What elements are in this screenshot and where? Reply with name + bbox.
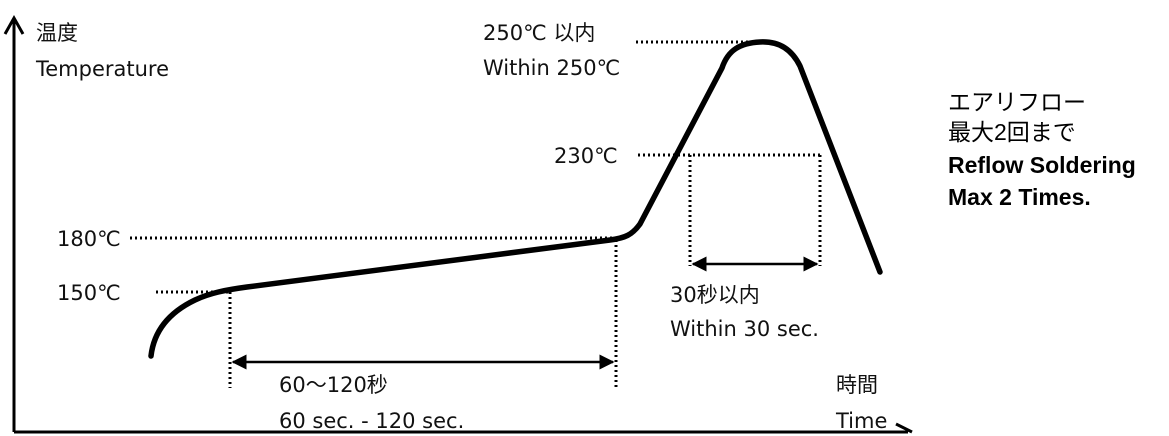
x-axis-label-en: Time bbox=[835, 409, 887, 433]
y-axis-label-ja: 温度 bbox=[36, 21, 78, 45]
x-axis-label-ja: 時間 bbox=[836, 373, 878, 397]
temperature-profile-curve bbox=[148, 39, 883, 359]
note-line-4: Max 2 Times. bbox=[948, 184, 1091, 210]
peak-duration-ja: 30秒以内 bbox=[670, 283, 760, 307]
note-line-1: エアリフロー bbox=[948, 89, 1086, 115]
preheat-duration-en: 60 sec. - 120 sec. bbox=[279, 409, 464, 433]
note-line-2: 最大2回まで bbox=[948, 119, 1076, 145]
x-axis-arrow bbox=[895, 422, 913, 434]
temp-label-230: 230℃ bbox=[554, 144, 618, 168]
y-axis-label-en: Temperature bbox=[35, 57, 169, 81]
peak-duration-en: Within 30 sec. bbox=[670, 317, 819, 341]
preheat-duration-ja: 60～120秒 bbox=[279, 373, 388, 397]
y-axis-arrow bbox=[3, 14, 25, 35]
temp-label-250-ja: 250℃ 以内 bbox=[483, 21, 595, 45]
note-line-3: Reflow Soldering bbox=[948, 152, 1136, 178]
temp-label-150: 150℃ bbox=[57, 281, 121, 305]
temp-label-180: 180℃ bbox=[57, 227, 121, 251]
temp-label-250-en: Within 250℃ bbox=[483, 56, 620, 80]
